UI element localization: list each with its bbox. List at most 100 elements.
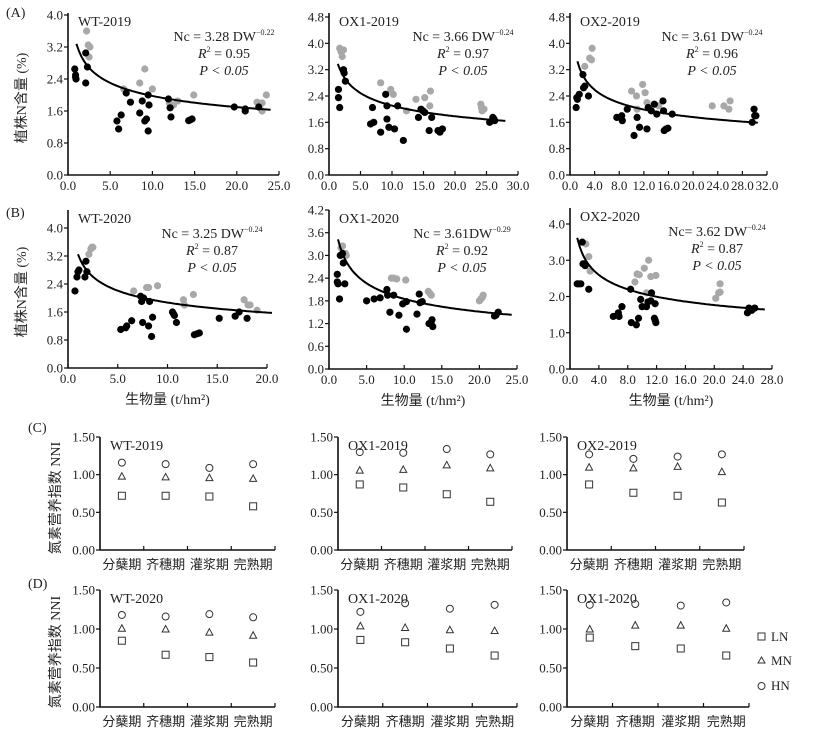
point-black bbox=[428, 113, 436, 121]
y-tick-label: 2.4 bbox=[47, 72, 64, 87]
marker-ln bbox=[631, 642, 640, 651]
marker-hn bbox=[249, 460, 258, 469]
y-tick-label: 1.6 bbox=[47, 305, 64, 320]
point-gray bbox=[377, 79, 385, 87]
y-tick-label: 2.4 bbox=[549, 89, 566, 104]
point-black bbox=[363, 297, 371, 305]
marker-mn bbox=[356, 621, 365, 630]
point-black bbox=[413, 310, 421, 318]
r-squared-exp: 2 bbox=[700, 240, 704, 249]
point-black bbox=[136, 109, 144, 117]
r-squared-exp: 2 bbox=[207, 45, 211, 54]
x-axis-label: 生物量 (t/hm²) bbox=[629, 393, 714, 409]
plots-group: 0.0 0.8 1.6 2.4 3.2 4.0 WT-2019 0.0 5.0 10.0 15.0 2… bbox=[47, 8, 784, 730]
y-tick-label: 1.6 bbox=[47, 104, 64, 119]
marker-mn bbox=[117, 623, 127, 632]
r-squared-value: = 0.95 bbox=[211, 47, 250, 62]
point-gray bbox=[148, 85, 156, 93]
point-black bbox=[148, 313, 157, 321]
marker-hn bbox=[631, 600, 640, 609]
point-gray bbox=[86, 43, 94, 51]
x-category-label: 齐穗期 bbox=[146, 557, 185, 572]
x-tick-label: 25.0 bbox=[475, 178, 498, 193]
point-gray bbox=[389, 90, 397, 98]
x-tick-label: 5.0 bbox=[358, 372, 374, 387]
panel-label-b: (B) bbox=[6, 206, 25, 221]
point-gray bbox=[716, 280, 724, 288]
point-gray bbox=[144, 283, 153, 292]
y-tick-label: 0.0 bbox=[549, 362, 565, 377]
point-gray bbox=[426, 87, 435, 95]
y-tick-label: 0.00 bbox=[310, 700, 333, 715]
y-tick-label: 4.0 bbox=[308, 36, 324, 51]
marker-hn bbox=[442, 445, 451, 454]
point-black bbox=[334, 94, 343, 102]
chart-ox2-2019-a: 0.0 0.8 1.6 2.4 3.2 4.0 4.8 OX2-2019 0.0 4.0 8.0 12… bbox=[549, 10, 779, 194]
x-tick-label: 5.0 bbox=[102, 178, 118, 193]
marker-ln bbox=[161, 491, 170, 500]
marker-ln bbox=[356, 635, 365, 644]
y-tick-label: 4.0 bbox=[47, 8, 63, 23]
marker-hn bbox=[399, 448, 408, 457]
marker-mn bbox=[630, 620, 640, 629]
chart-wt-2020-d: 0.00 0.50 1.00 1.50 WT-2020 分蘖期 齐穗期 灌浆期 完熟期 bbox=[72, 583, 276, 729]
marker-mn bbox=[355, 465, 365, 474]
marker-mn bbox=[485, 463, 495, 472]
r-symbol: R bbox=[185, 244, 195, 259]
point-black bbox=[402, 325, 411, 333]
marker-hn bbox=[161, 460, 170, 469]
marker-ln bbox=[399, 483, 408, 492]
point-black bbox=[370, 118, 378, 126]
point-black bbox=[243, 314, 251, 322]
y-tick-label: 0.00 bbox=[72, 543, 95, 558]
point-black bbox=[145, 101, 153, 109]
point-gray bbox=[338, 52, 346, 61]
point-gray bbox=[480, 105, 488, 113]
y-tick-label: 1.8 bbox=[308, 293, 324, 308]
chart-ox1-2020-b: 0.0 0.6 1.2 1.8 2.4 3.0 3.6 4.2 OX1-2020 0.0 5.0 10… bbox=[308, 203, 529, 410]
y-tick-label: 3.2 bbox=[549, 62, 565, 77]
point-black bbox=[336, 103, 344, 112]
x-category-label: 灌浆期 bbox=[190, 557, 229, 572]
marker-ln bbox=[249, 658, 258, 667]
x-category-label: 灌浆期 bbox=[427, 557, 466, 572]
x-tick-label: 24.0 bbox=[732, 372, 755, 387]
marker-mn bbox=[445, 625, 455, 634]
point-gray bbox=[246, 301, 254, 309]
marker-hn bbox=[205, 463, 214, 472]
point-black bbox=[115, 125, 123, 133]
legend-marker-triangle bbox=[757, 656, 766, 664]
marker-ln bbox=[676, 644, 685, 653]
y-tick-label: 2.0 bbox=[549, 289, 565, 304]
y-tick-label: 1.50 bbox=[539, 583, 562, 598]
x-tick-label: 20.0 bbox=[703, 372, 726, 387]
chart-ox1-2019-c: 0.00 0.50 1.00 1.50 OX1-2019 分蘖期 齐穗期 灌浆期 完熟期 bbox=[310, 430, 513, 572]
point-black bbox=[376, 294, 384, 302]
r-symbol: R bbox=[197, 47, 207, 62]
point-gray bbox=[587, 56, 596, 64]
point-black bbox=[609, 312, 617, 321]
y-tick-label: 1.00 bbox=[539, 467, 562, 482]
x-tick-label: 5.0 bbox=[352, 178, 368, 193]
point-black bbox=[429, 323, 437, 331]
marker-mn bbox=[629, 463, 638, 472]
marker-hn bbox=[585, 600, 594, 609]
y-tick-label: 1.00 bbox=[72, 467, 95, 482]
y-tick-label: 3.2 bbox=[47, 40, 63, 55]
point-black bbox=[572, 103, 580, 112]
critical-n-curve bbox=[77, 253, 273, 314]
equation-label: Nc = 3.25 DW−0.24 bbox=[161, 225, 262, 242]
marker-ln bbox=[722, 651, 731, 660]
point-gray bbox=[588, 44, 596, 52]
equation-label: Nc = 3.61DW−0.29 bbox=[413, 225, 511, 242]
x-category-label: 灌浆期 bbox=[661, 714, 700, 729]
y-tick-label: 1.00 bbox=[539, 622, 562, 637]
chart-ox2-2019-c: 0.00 0.50 1.00 1.50 OX2-2019 分蘖期 齐穗期 灌浆期 完熟期 bbox=[539, 430, 745, 572]
y-tick-label: 0.00 bbox=[539, 543, 562, 558]
y-axis-label-d: 氮素营养指数 NNI bbox=[48, 595, 64, 708]
r-squared-exp: 2 bbox=[195, 242, 199, 251]
point-black bbox=[333, 270, 341, 278]
legend-marker-circle bbox=[757, 682, 766, 690]
equation-label: Nc = 3.61 DW−0.24 bbox=[661, 28, 762, 45]
point-black bbox=[82, 79, 90, 87]
